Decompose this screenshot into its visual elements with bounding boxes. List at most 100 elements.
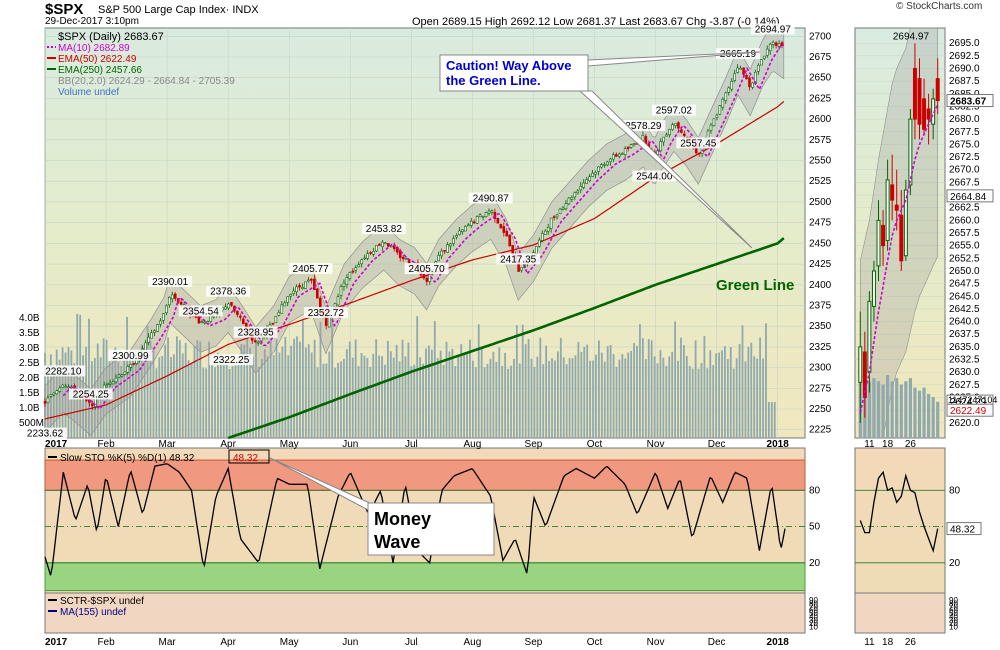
zoom-sctr-tick-label: 80 — [949, 599, 958, 608]
price-label: 2453.82 — [366, 224, 403, 235]
volume-bar — [691, 368, 694, 438]
candle-body — [120, 374, 124, 377]
zoom-tick-label: 2690.0 — [949, 63, 980, 74]
volume-bar — [416, 316, 419, 438]
zoom-bb-low-tag: 2624.29 — [950, 397, 987, 408]
volume-bar — [310, 352, 313, 438]
price-tick-label: 2675 — [809, 52, 832, 63]
candle-body — [301, 286, 304, 289]
volume-bar — [536, 356, 539, 438]
volume-bar — [351, 357, 354, 438]
candle-body — [478, 214, 482, 218]
zoom-bb-mid-tag-box — [946, 189, 994, 203]
zoom-tick-label: 2680.0 — [949, 114, 980, 125]
volume-bar — [228, 368, 231, 438]
candle-body — [224, 306, 227, 310]
volume-bar — [495, 361, 498, 438]
month-tick-label: Apr — [220, 439, 236, 450]
price-tick-label: 2400 — [809, 280, 832, 291]
price-tick-label: 2450 — [809, 238, 832, 249]
volume-bar — [606, 346, 609, 438]
volume-bar — [630, 350, 633, 438]
candle-body — [715, 114, 719, 118]
candle-body — [123, 371, 127, 375]
price-tick-label: 2250 — [809, 404, 832, 415]
volume-bar — [551, 358, 553, 438]
volume-bar — [721, 350, 723, 438]
legend-symbol: $SPX (Daily) 2683.67 — [58, 31, 164, 43]
candle-body — [165, 305, 168, 314]
caution-text-line1: Caution! Way Above — [446, 58, 571, 73]
volume-bar — [568, 358, 571, 438]
zoom-ema50-tag: 2622.49 — [950, 406, 987, 417]
volume-bar — [340, 361, 342, 438]
zoom-tick-label: 2662.5 — [949, 203, 980, 214]
volume-bar — [231, 366, 234, 438]
zoom-candle-body — [926, 108, 931, 120]
volume-bar — [609, 344, 612, 438]
volume-bar — [460, 344, 463, 438]
volume-bar — [398, 361, 401, 438]
volume-bar — [712, 365, 715, 438]
volume-bar — [287, 355, 290, 438]
price-label-bg — [68, 388, 113, 400]
zoom-date-label: 26 — [905, 439, 917, 450]
volume-bar — [659, 350, 662, 438]
volume-bar — [559, 337, 562, 438]
volume-bar — [255, 339, 257, 438]
volume-bar — [146, 325, 149, 438]
price-label-bg — [496, 253, 541, 265]
volume-bar — [187, 360, 190, 438]
candle-body — [555, 214, 559, 218]
volume-bar — [486, 363, 489, 438]
candle-body — [469, 220, 473, 226]
volume-bar — [688, 365, 691, 438]
candle-body — [144, 342, 147, 351]
price-label-bg — [233, 326, 278, 338]
zoom-tick-label: 2635.0 — [949, 342, 980, 353]
price-tick-label: 2600 — [809, 114, 832, 125]
volume-bar — [217, 352, 219, 438]
candle-body — [585, 179, 588, 184]
volume-bar — [592, 360, 594, 438]
candle-body — [304, 281, 307, 289]
volume-bar — [533, 366, 536, 438]
volume-bar — [469, 339, 471, 438]
candle-body — [780, 42, 784, 47]
volume-bar — [518, 363, 521, 438]
sctr-legend: SCTR-$SPX undef MA(155) undef — [48, 596, 144, 618]
zoom-sctr-tick-label: 90 — [949, 596, 958, 605]
caution-pointer-top — [587, 51, 761, 67]
candle-body — [295, 286, 298, 293]
volume-bar — [422, 363, 424, 438]
candle-body — [742, 67, 745, 75]
price-tick-label: 2475 — [809, 218, 832, 229]
stoch-legend-value: 48.32 — [233, 453, 258, 464]
month-tick-label: Aug — [463, 637, 481, 648]
price-legend: $SPX (Daily) 2683.67 MA(10) 2682.89 EMA(… — [47, 31, 235, 98]
volume-bar — [214, 367, 216, 438]
zoom-tick-label: 2672.5 — [949, 152, 980, 163]
volume-bar — [580, 351, 583, 438]
volume-bar — [137, 360, 140, 438]
zoom-sctr-tick-label: 50 — [949, 609, 958, 618]
volume-bar — [272, 355, 275, 438]
sctr-tick-label: 60 — [809, 606, 818, 615]
candle-body — [484, 212, 488, 217]
price-tick-label: 2375 — [809, 300, 832, 311]
money-wave-text-line2: Wave — [374, 532, 420, 552]
legend-ema50: EMA(50) 2622.49 — [58, 54, 137, 65]
candle-body — [543, 230, 547, 235]
candle-body — [61, 384, 65, 388]
zoom-candle-body — [862, 351, 867, 399]
volume-bar — [278, 352, 281, 438]
volume-bar — [656, 363, 659, 438]
volume-bar — [378, 355, 380, 438]
chart-instrument-name: S&P 500 Large Cap Index· INDX — [98, 4, 259, 16]
candle-body — [748, 77, 751, 88]
candle-body — [606, 161, 609, 166]
volume-bar — [595, 354, 597, 438]
price-tick-label: 2625 — [809, 93, 832, 104]
volume-bar — [325, 363, 328, 438]
price-tick-label: 2550 — [809, 156, 832, 167]
